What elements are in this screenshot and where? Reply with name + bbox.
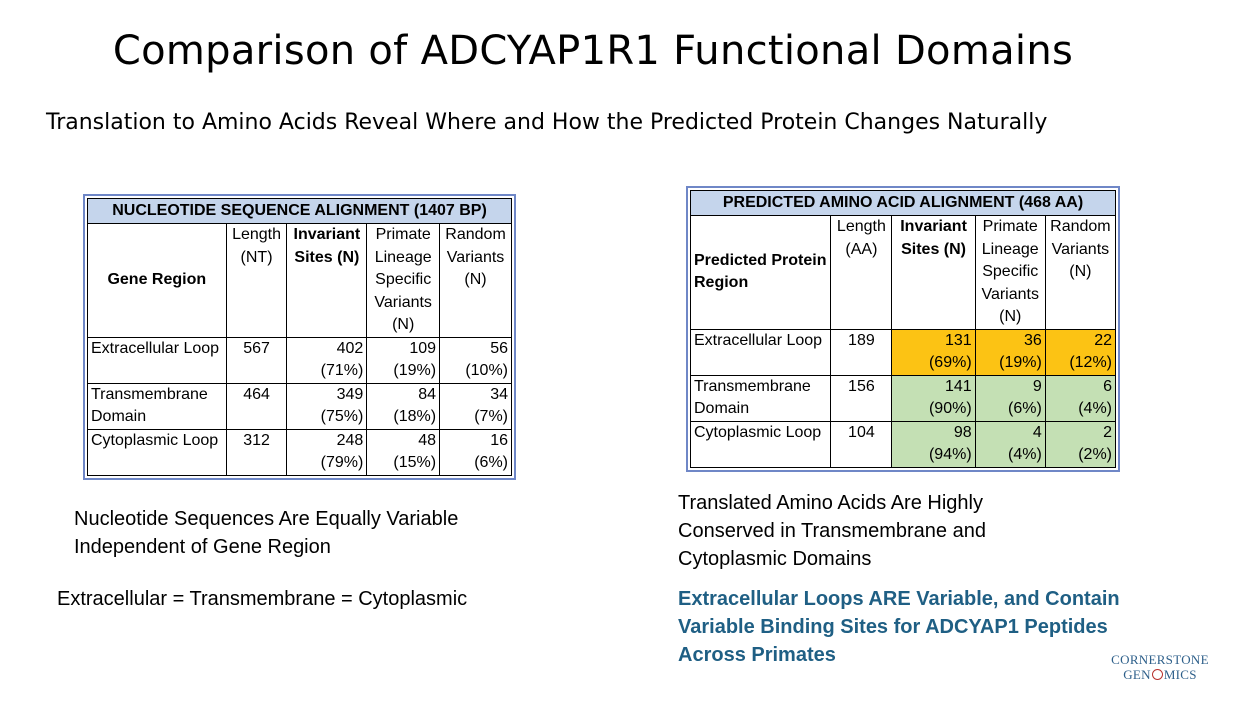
col-primate: Primate Lineage Specific Variants (N) — [974, 215, 1046, 330]
length-cell: 156 — [830, 374, 893, 422]
primate-cell: 109 (19%) — [366, 336, 441, 384]
invariant-cell: 98 (94%) — [891, 420, 976, 468]
region-cell: Extracellular Loop — [689, 328, 832, 376]
slide-title: Comparison of ADCYAP1R1 Functional Domai… — [112, 28, 1074, 74]
primate-cell: 9 (6%) — [974, 374, 1046, 422]
invariant-cell: 402 (71%) — [286, 336, 368, 384]
primate-cell: 48 (15%) — [366, 428, 441, 476]
col-random: Random Variants (N) — [1044, 215, 1117, 330]
col-random: Random Variants (N) — [439, 223, 512, 338]
table-row: Extracellular Loop 567 402 (71%) 109 (19%)… — [87, 336, 512, 384]
table-row: Transmembrane Domain 156 141 (90%) 9 (6%) … — [689, 374, 1117, 422]
random-cell: 56 (10%) — [439, 336, 512, 384]
random-cell: 34 (7%) — [439, 382, 512, 430]
region-cell: Cytoplasmic Loop — [689, 420, 832, 468]
length-cell: 189 — [830, 328, 893, 376]
table-row: Extracellular Loop 189 131 (69%) 36 (19%) … — [689, 328, 1117, 376]
invariant-cell: 349 (75%) — [286, 382, 368, 430]
length-cell: 567 — [225, 336, 288, 384]
col-length: Length (AA) — [830, 215, 893, 330]
random-cell: 22 (12%) — [1044, 328, 1117, 376]
amino-acid-table-header: PREDICTED AMINO ACID ALIGNMENT (468 AA) — [690, 190, 1116, 216]
nucleotide-table: NUCLEOTIDE SEQUENCE ALIGNMENT (1407 BP) … — [87, 198, 512, 476]
table-row: Cytoplasmic Loop 312 248 (79%) 48 (15%) 16… — [87, 428, 512, 476]
table-row: Cytoplasmic Loop 104 98 (94%) 4 (4%) 2 (2%) — [689, 420, 1117, 468]
nucleotide-caption: Nucleotide Sequences Are Equally Variabl… — [74, 508, 459, 558]
amino-acid-table-frame: PREDICTED AMINO ACID ALIGNMENT (468 AA) … — [686, 186, 1120, 472]
primate-cell: 84 (18%) — [366, 382, 441, 430]
length-cell: 312 — [225, 428, 288, 476]
ring-icon — [1151, 669, 1163, 680]
length-cell: 104 — [830, 420, 893, 468]
region-cell: Transmembrane Domain — [87, 382, 227, 430]
amino-acid-table: PREDICTED AMINO ACID ALIGNMENT (468 AA) … — [689, 190, 1117, 468]
region-cell: Transmembrane Domain — [689, 374, 832, 422]
amino-acid-caption: Translated Amino Acids Are Highly Conser… — [678, 492, 986, 570]
table-row: Transmembrane Domain 464 349 (75%) 84 (18%… — [87, 382, 512, 430]
nucleotide-equality-caption: Extracellular = Transmembrane = Cytoplas… — [57, 588, 468, 610]
random-cell: 2 (2%) — [1044, 420, 1117, 468]
random-cell: 6 (4%) — [1044, 374, 1117, 422]
invariant-cell: 141 (90%) — [891, 374, 976, 422]
col-invariant: Invariant Sites (N) — [891, 215, 976, 330]
region-cell: Cytoplasmic Loop — [87, 428, 227, 476]
nucleotide-table-frame: NUCLEOTIDE SEQUENCE ALIGNMENT (1407 BP) … — [83, 194, 516, 480]
invariant-cell: 131 (69%) — [891, 328, 976, 376]
col-protein-region: Predicted Protein Region — [689, 215, 832, 330]
col-length: Length (NT) — [225, 223, 288, 338]
primate-cell: 4 (4%) — [974, 420, 1046, 468]
extracellular-variability-caption: Extracellular Loops ARE Variable, and Co… — [678, 588, 1120, 666]
primate-cell: 36 (19%) — [974, 328, 1046, 376]
slide-subtitle: Translation to Amino Acids Reveal Where … — [46, 110, 1048, 135]
invariant-cell: 248 (79%) — [286, 428, 368, 476]
random-cell: 16 (6%) — [439, 428, 512, 476]
region-cell: Extracellular Loop — [87, 336, 227, 384]
length-cell: 464 — [225, 382, 288, 430]
col-gene-region: Gene Region — [87, 223, 227, 338]
cornerstone-genomics-logo: CORNERSTONE GEN MICS — [1111, 652, 1209, 682]
nucleotide-table-header: NUCLEOTIDE SEQUENCE ALIGNMENT (1407 BP) — [87, 198, 512, 224]
col-invariant: Invariant Sites (N) — [286, 223, 368, 338]
col-primate: Primate Lineage Specific Variants (N) — [366, 223, 441, 338]
